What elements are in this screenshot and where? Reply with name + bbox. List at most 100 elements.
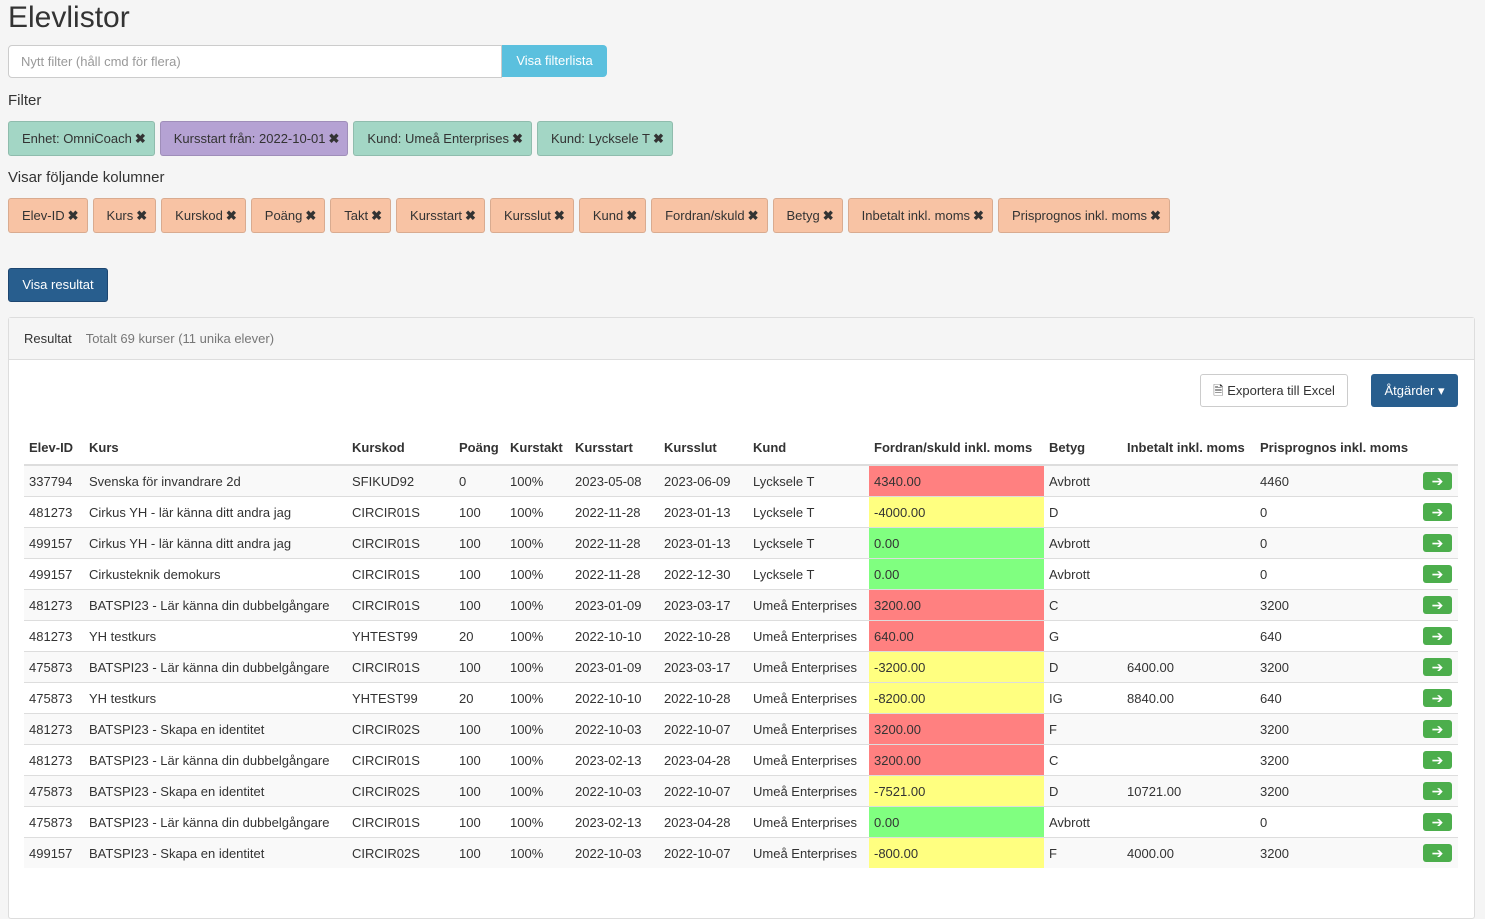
remove-icon[interactable]: ✖ (512, 131, 523, 146)
table-cell: 2022-10-07 (659, 837, 748, 868)
table-cell: YHTEST99 (347, 620, 454, 652)
remove-icon[interactable]: ✖ (134, 131, 146, 146)
table-cell: Cirkus YH - lär känna ditt andra jag (84, 496, 347, 528)
open-row-button[interactable]: ➔ (1423, 534, 1452, 552)
remove-icon[interactable]: ✖ (973, 208, 984, 223)
table-cell: 2023-02-13 (570, 744, 659, 776)
table-cell: 2022-10-03 (570, 775, 659, 807)
table-cell: Umeå Enterprises (748, 589, 869, 621)
table-cell: 100% (505, 775, 570, 807)
column-header[interactable]: Kursstart (570, 431, 659, 466)
table-cell: 475873 (24, 806, 84, 838)
export-button[interactable]: 🗎 Exportera till Excel (1200, 374, 1348, 407)
table-cell: 640 (1255, 620, 1418, 652)
table-cell: 100 (454, 806, 505, 838)
column-header[interactable]: Kursslut (659, 431, 748, 466)
open-row-button[interactable]: ➔ (1423, 658, 1452, 676)
remove-icon[interactable]: ✖ (1150, 208, 1161, 223)
table-cell: YH testkurs (84, 620, 347, 652)
open-row-button[interactable]: ➔ (1423, 689, 1452, 707)
show-filter-list-button[interactable]: Visa filterlista (502, 45, 607, 77)
table-cell: 3200.00 (869, 744, 1044, 776)
table-cell: 8840.00 (1122, 682, 1255, 714)
table-cell: 0 (1255, 496, 1418, 528)
table-cell: IG (1044, 682, 1122, 714)
table-cell: BATSPI23 - Lär känna din dubbelgångare (84, 589, 347, 621)
open-row-button[interactable]: ➔ (1423, 720, 1452, 738)
remove-icon[interactable]: ✖ (652, 131, 664, 146)
show-results-button[interactable]: Visa resultat (8, 268, 108, 302)
table-cell: 475873 (24, 775, 84, 807)
table-cell: C (1044, 589, 1122, 621)
table-cell (1122, 558, 1255, 590)
table-row: 475873 YH testkurs YHTEST99 20 100% 2022-10-1… (24, 682, 1458, 714)
table-cell: 640 (1255, 682, 1418, 714)
remove-icon[interactable]: ✖ (626, 208, 638, 223)
table-cell: 2022-10-10 (570, 620, 659, 652)
panel-title: Resultat (24, 331, 72, 346)
actions-label: Åtgärder (1384, 383, 1435, 398)
open-row-button[interactable]: ➔ (1423, 844, 1452, 862)
open-row-button[interactable]: ➔ (1423, 565, 1452, 583)
table-cell: 0 (1255, 527, 1418, 559)
table-cell: 100% (505, 713, 570, 745)
table-cell: 100 (454, 651, 505, 683)
table-cell: C (1044, 744, 1122, 776)
table-cell: Umeå Enterprises (748, 744, 869, 776)
column-header[interactable]: Prisprognos inkl. moms (1255, 431, 1418, 466)
column-header[interactable]: Kurs (84, 431, 347, 466)
remove-icon[interactable]: ✖ (136, 208, 148, 223)
table-cell (1122, 589, 1255, 621)
table-row: 481273 BATSPI23 - Lär känna din dubbelgån… (24, 589, 1458, 621)
column-header[interactable]: Betyg (1044, 431, 1122, 466)
column-header[interactable]: Kurstakt (505, 431, 570, 466)
chip: Betyg ✖ (772, 198, 843, 233)
remove-icon[interactable]: ✖ (822, 208, 834, 223)
chip-label: Takt (344, 208, 369, 223)
open-row-button[interactable]: ➔ (1423, 627, 1452, 645)
column-header[interactable]: Fordran/skuld inkl. moms (869, 431, 1044, 466)
table-cell: 6400.00 (1122, 651, 1255, 683)
table-cell (1122, 713, 1255, 745)
table-cell: 100 (454, 496, 505, 528)
chip-label: Kund: Lycksele T (550, 131, 650, 146)
table-cell: 2022-12-30 (659, 558, 748, 590)
table-cell (1122, 496, 1255, 528)
table-body: 337794 Svenska för invandrare 2d SFIKUD92 0… (24, 464, 1458, 868)
table-cell: CIRCIR02S (347, 775, 454, 807)
column-header[interactable]: Kurskod (347, 431, 454, 466)
remove-icon[interactable]: ✖ (225, 208, 237, 223)
table-cell: 2023-06-09 (659, 464, 748, 497)
table-cell: Lycksele T (748, 527, 869, 559)
column-header[interactable]: Elev-ID (24, 431, 84, 466)
remove-icon[interactable]: ✖ (465, 208, 476, 223)
open-row-button[interactable]: ➔ (1423, 751, 1452, 769)
table-cell: 100 (454, 558, 505, 590)
open-row-button[interactable]: ➔ (1423, 472, 1452, 490)
table-cell: 3200.00 (869, 589, 1044, 621)
table-cell: 2022-10-28 (659, 682, 748, 714)
open-row-button[interactable]: ➔ (1423, 813, 1452, 831)
remove-icon[interactable]: ✖ (305, 208, 317, 223)
actions-button[interactable]: Åtgärder ▾ (1371, 374, 1458, 407)
remove-icon[interactable]: ✖ (747, 208, 759, 223)
remove-icon[interactable]: ✖ (67, 208, 79, 223)
table-row: 475873 BATSPI23 - Lär känna din dubbelgån… (24, 651, 1458, 683)
chip: Kund: Lycksele T ✖ (536, 121, 673, 156)
open-row-button[interactable]: ➔ (1423, 782, 1452, 800)
filter-input[interactable]: Nytt filter (håll cmd för flera) (8, 45, 502, 78)
remove-icon[interactable]: ✖ (553, 208, 565, 223)
column-header[interactable]: Poäng (454, 431, 505, 466)
table-cell: 100% (505, 589, 570, 621)
open-row-button[interactable]: ➔ (1423, 596, 1452, 614)
column-header[interactable]: Inbetalt inkl. moms (1122, 431, 1255, 466)
column-header[interactable]: Kund (748, 431, 869, 466)
table-cell: Avbrott (1044, 558, 1122, 590)
open-row-button[interactable]: ➔ (1423, 503, 1452, 521)
columns-label: Visar följande kolumner (8, 169, 165, 186)
table-cell: BATSPI23 - Skapa en identitet (84, 837, 347, 868)
row-action-cell: ➔ (1418, 744, 1458, 776)
remove-icon[interactable]: ✖ (371, 208, 383, 223)
table-cell: 100 (454, 744, 505, 776)
remove-icon[interactable]: ✖ (328, 131, 340, 146)
